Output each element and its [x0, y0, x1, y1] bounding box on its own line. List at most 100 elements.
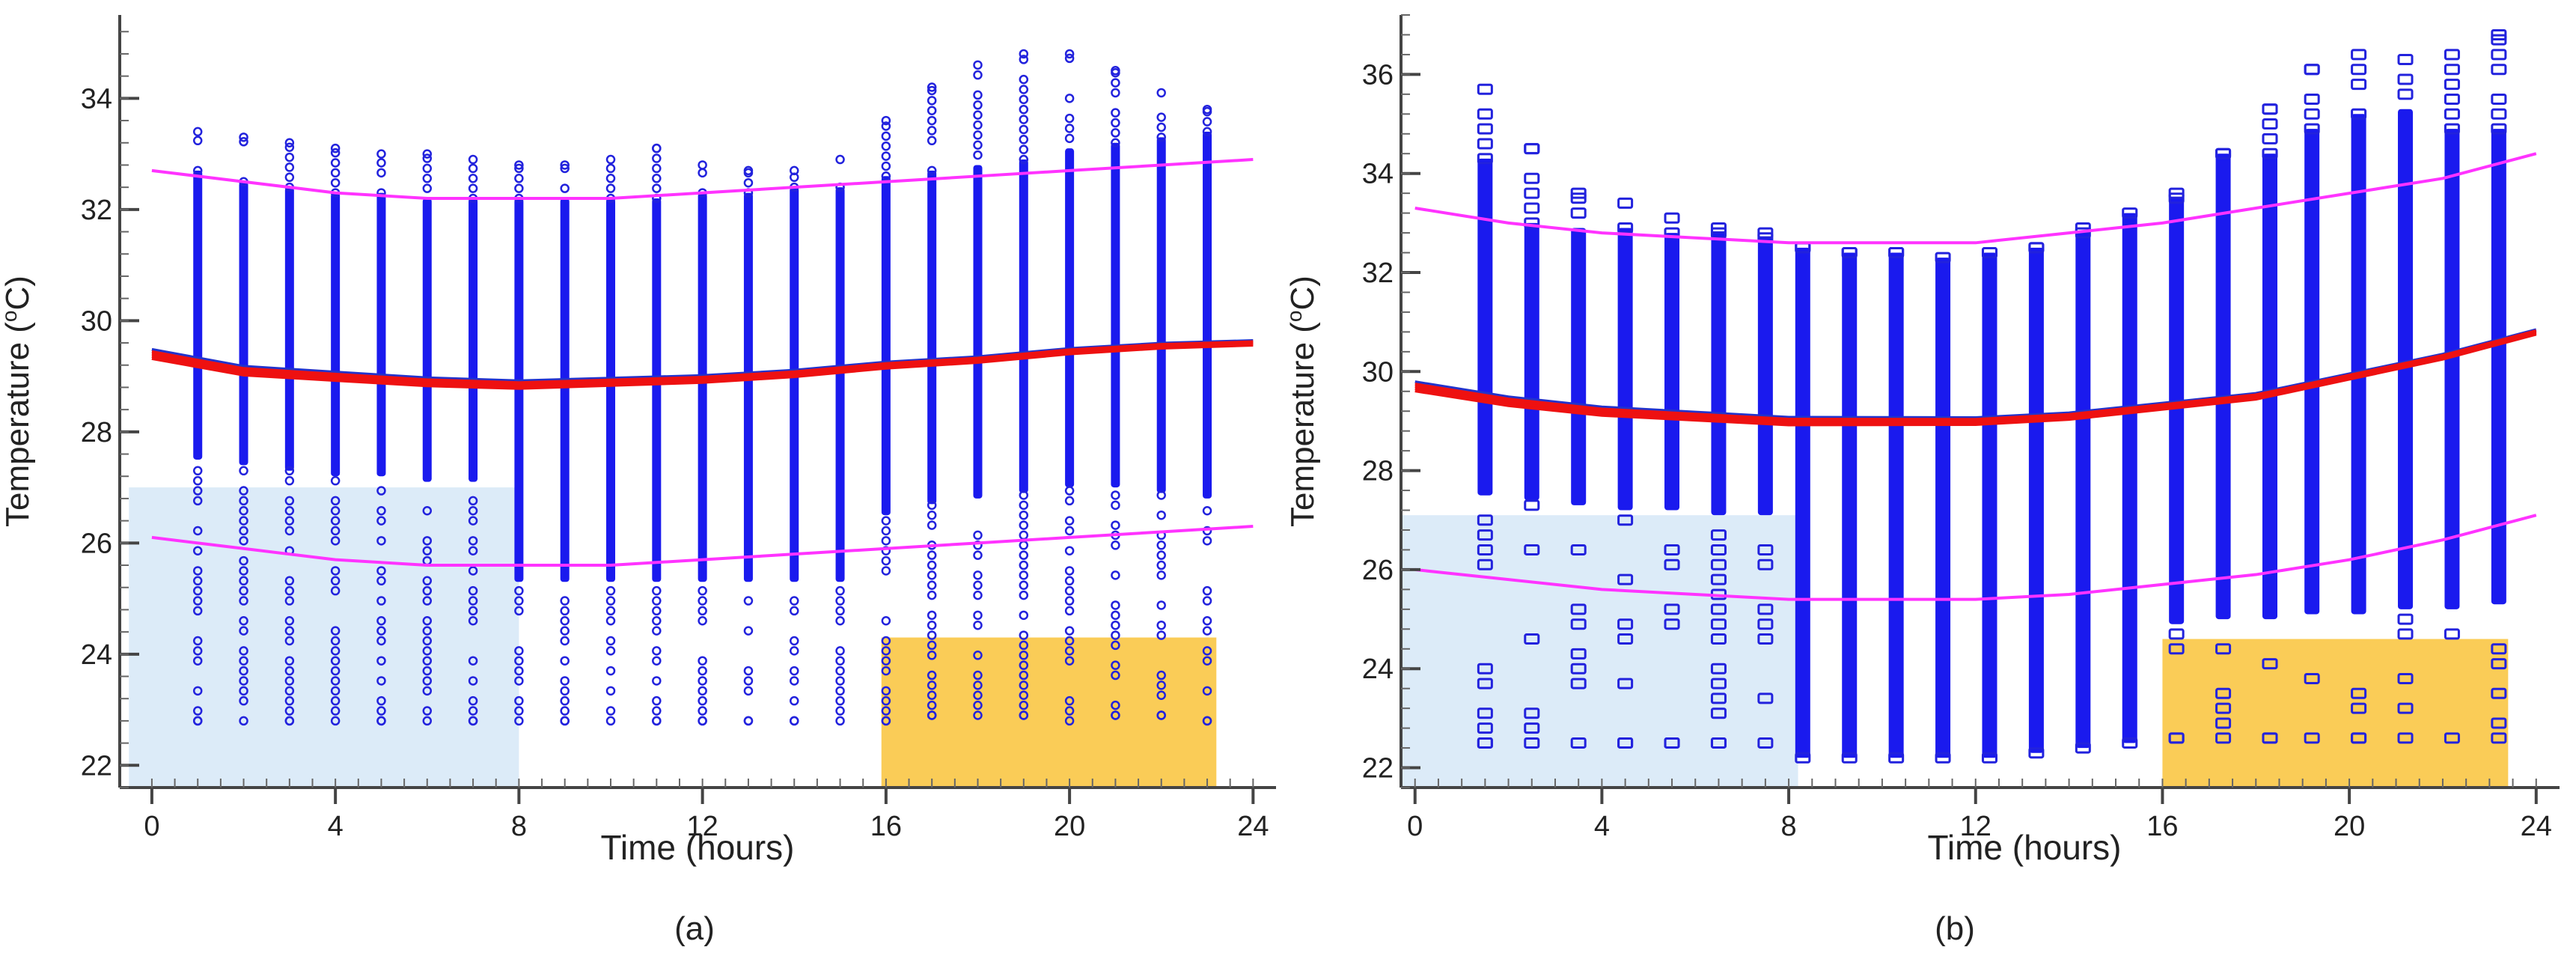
- data-point: [743, 165, 754, 176]
- data-point: [468, 496, 478, 506]
- x-tick-label: 12: [1960, 811, 1991, 842]
- evening-period-highlight: [2162, 639, 2509, 788]
- data-point: [192, 716, 203, 726]
- data-point: [284, 706, 295, 716]
- data-point: [1524, 544, 1540, 555]
- data-point: [973, 140, 983, 150]
- data-point: [560, 606, 570, 616]
- data-point: [881, 141, 891, 151]
- dense-band: [1203, 131, 1212, 499]
- data-column: [1981, 247, 1997, 764]
- data-point: [284, 695, 295, 706]
- data-point: [2215, 717, 2232, 729]
- data-point: [2075, 742, 2091, 754]
- data-point: [1064, 113, 1075, 124]
- data-point: [2397, 628, 2414, 640]
- dense-band: [2351, 114, 2366, 615]
- data-point: [376, 716, 386, 726]
- data-point: [514, 656, 524, 666]
- data-point: [2262, 118, 2278, 130]
- upper-bound-line: [1414, 152, 2537, 245]
- data-column: [1202, 104, 1212, 726]
- x-tick-label: 4: [1594, 811, 1610, 842]
- data-point: [1617, 222, 1634, 234]
- data-point: [2351, 64, 2367, 76]
- x-tick-label: 4: [328, 811, 344, 842]
- data-point: [422, 596, 433, 606]
- data-point: [835, 686, 845, 696]
- data-point: [284, 506, 295, 516]
- data-column: [1570, 187, 1587, 749]
- dense-band: [468, 198, 478, 482]
- data-point: [239, 506, 248, 516]
- data-point: [2351, 108, 2367, 120]
- data-point: [1477, 108, 1493, 120]
- data-point: [2168, 732, 2185, 744]
- data-point: [560, 716, 570, 726]
- data-point: [790, 716, 799, 726]
- data-point: [881, 516, 891, 526]
- data-point: [1524, 499, 1540, 511]
- data-point: [1757, 633, 1774, 645]
- data-point: [330, 636, 341, 646]
- data-point: [1664, 544, 1680, 555]
- data-point: [1064, 486, 1075, 496]
- data-point: [881, 566, 891, 576]
- data-column: [1795, 242, 1811, 764]
- data-point: [1617, 618, 1634, 630]
- data-point: [1111, 490, 1120, 500]
- dense-band: [2122, 213, 2137, 743]
- data-point: [1757, 544, 1774, 555]
- data-point: [514, 716, 524, 726]
- data-point: [881, 656, 891, 666]
- data-point: [376, 695, 386, 706]
- data-point: [1111, 78, 1120, 88]
- data-point: [560, 163, 570, 174]
- data-point: [2351, 702, 2367, 714]
- data-point: [192, 486, 203, 496]
- mean-fit-line: [1414, 332, 2537, 427]
- data-point: [284, 466, 295, 476]
- data-point: [514, 706, 524, 716]
- axes: 22 24 26 28 30 32 34 36 0 4 8 12 16 20 24: [1362, 14, 2560, 842]
- data-point: [1664, 603, 1680, 615]
- y-tick-label: 34: [81, 83, 112, 115]
- data-point: [652, 585, 662, 596]
- data-point: [376, 596, 386, 606]
- data-point: [835, 706, 845, 716]
- data-point: [790, 606, 799, 616]
- dense-band: [2304, 129, 2320, 615]
- data-point: [422, 656, 433, 666]
- data-column: [376, 149, 386, 726]
- data-point: [376, 168, 386, 178]
- data-point: [284, 138, 295, 148]
- data-point: [652, 596, 662, 606]
- data-column: [1524, 143, 1540, 749]
- data-point: [330, 536, 341, 546]
- data-column: [1841, 247, 1858, 764]
- data-point: [284, 636, 295, 646]
- data-point: [330, 716, 341, 726]
- data-point: [468, 163, 478, 174]
- data-point: [330, 496, 341, 506]
- data-point: [422, 163, 433, 174]
- data-point: [1111, 108, 1120, 118]
- data-point: [239, 666, 248, 676]
- data-point: [2304, 732, 2320, 744]
- data-point: [1888, 752, 1905, 764]
- data-point: [1019, 135, 1029, 144]
- data-point: [1156, 541, 1166, 550]
- data-point: [239, 646, 248, 656]
- data-point: [514, 585, 524, 596]
- data-point: [2397, 702, 2414, 714]
- data-point: [468, 536, 478, 546]
- data-point: [1524, 143, 1540, 155]
- data-point: [376, 158, 386, 168]
- data-point: [743, 666, 754, 676]
- data-point: [1710, 663, 1727, 675]
- data-point: [1477, 138, 1493, 150]
- data-point: [1570, 603, 1587, 615]
- data-point: [1202, 686, 1212, 696]
- data-point: [1111, 630, 1120, 640]
- dense-band: [1571, 228, 1587, 505]
